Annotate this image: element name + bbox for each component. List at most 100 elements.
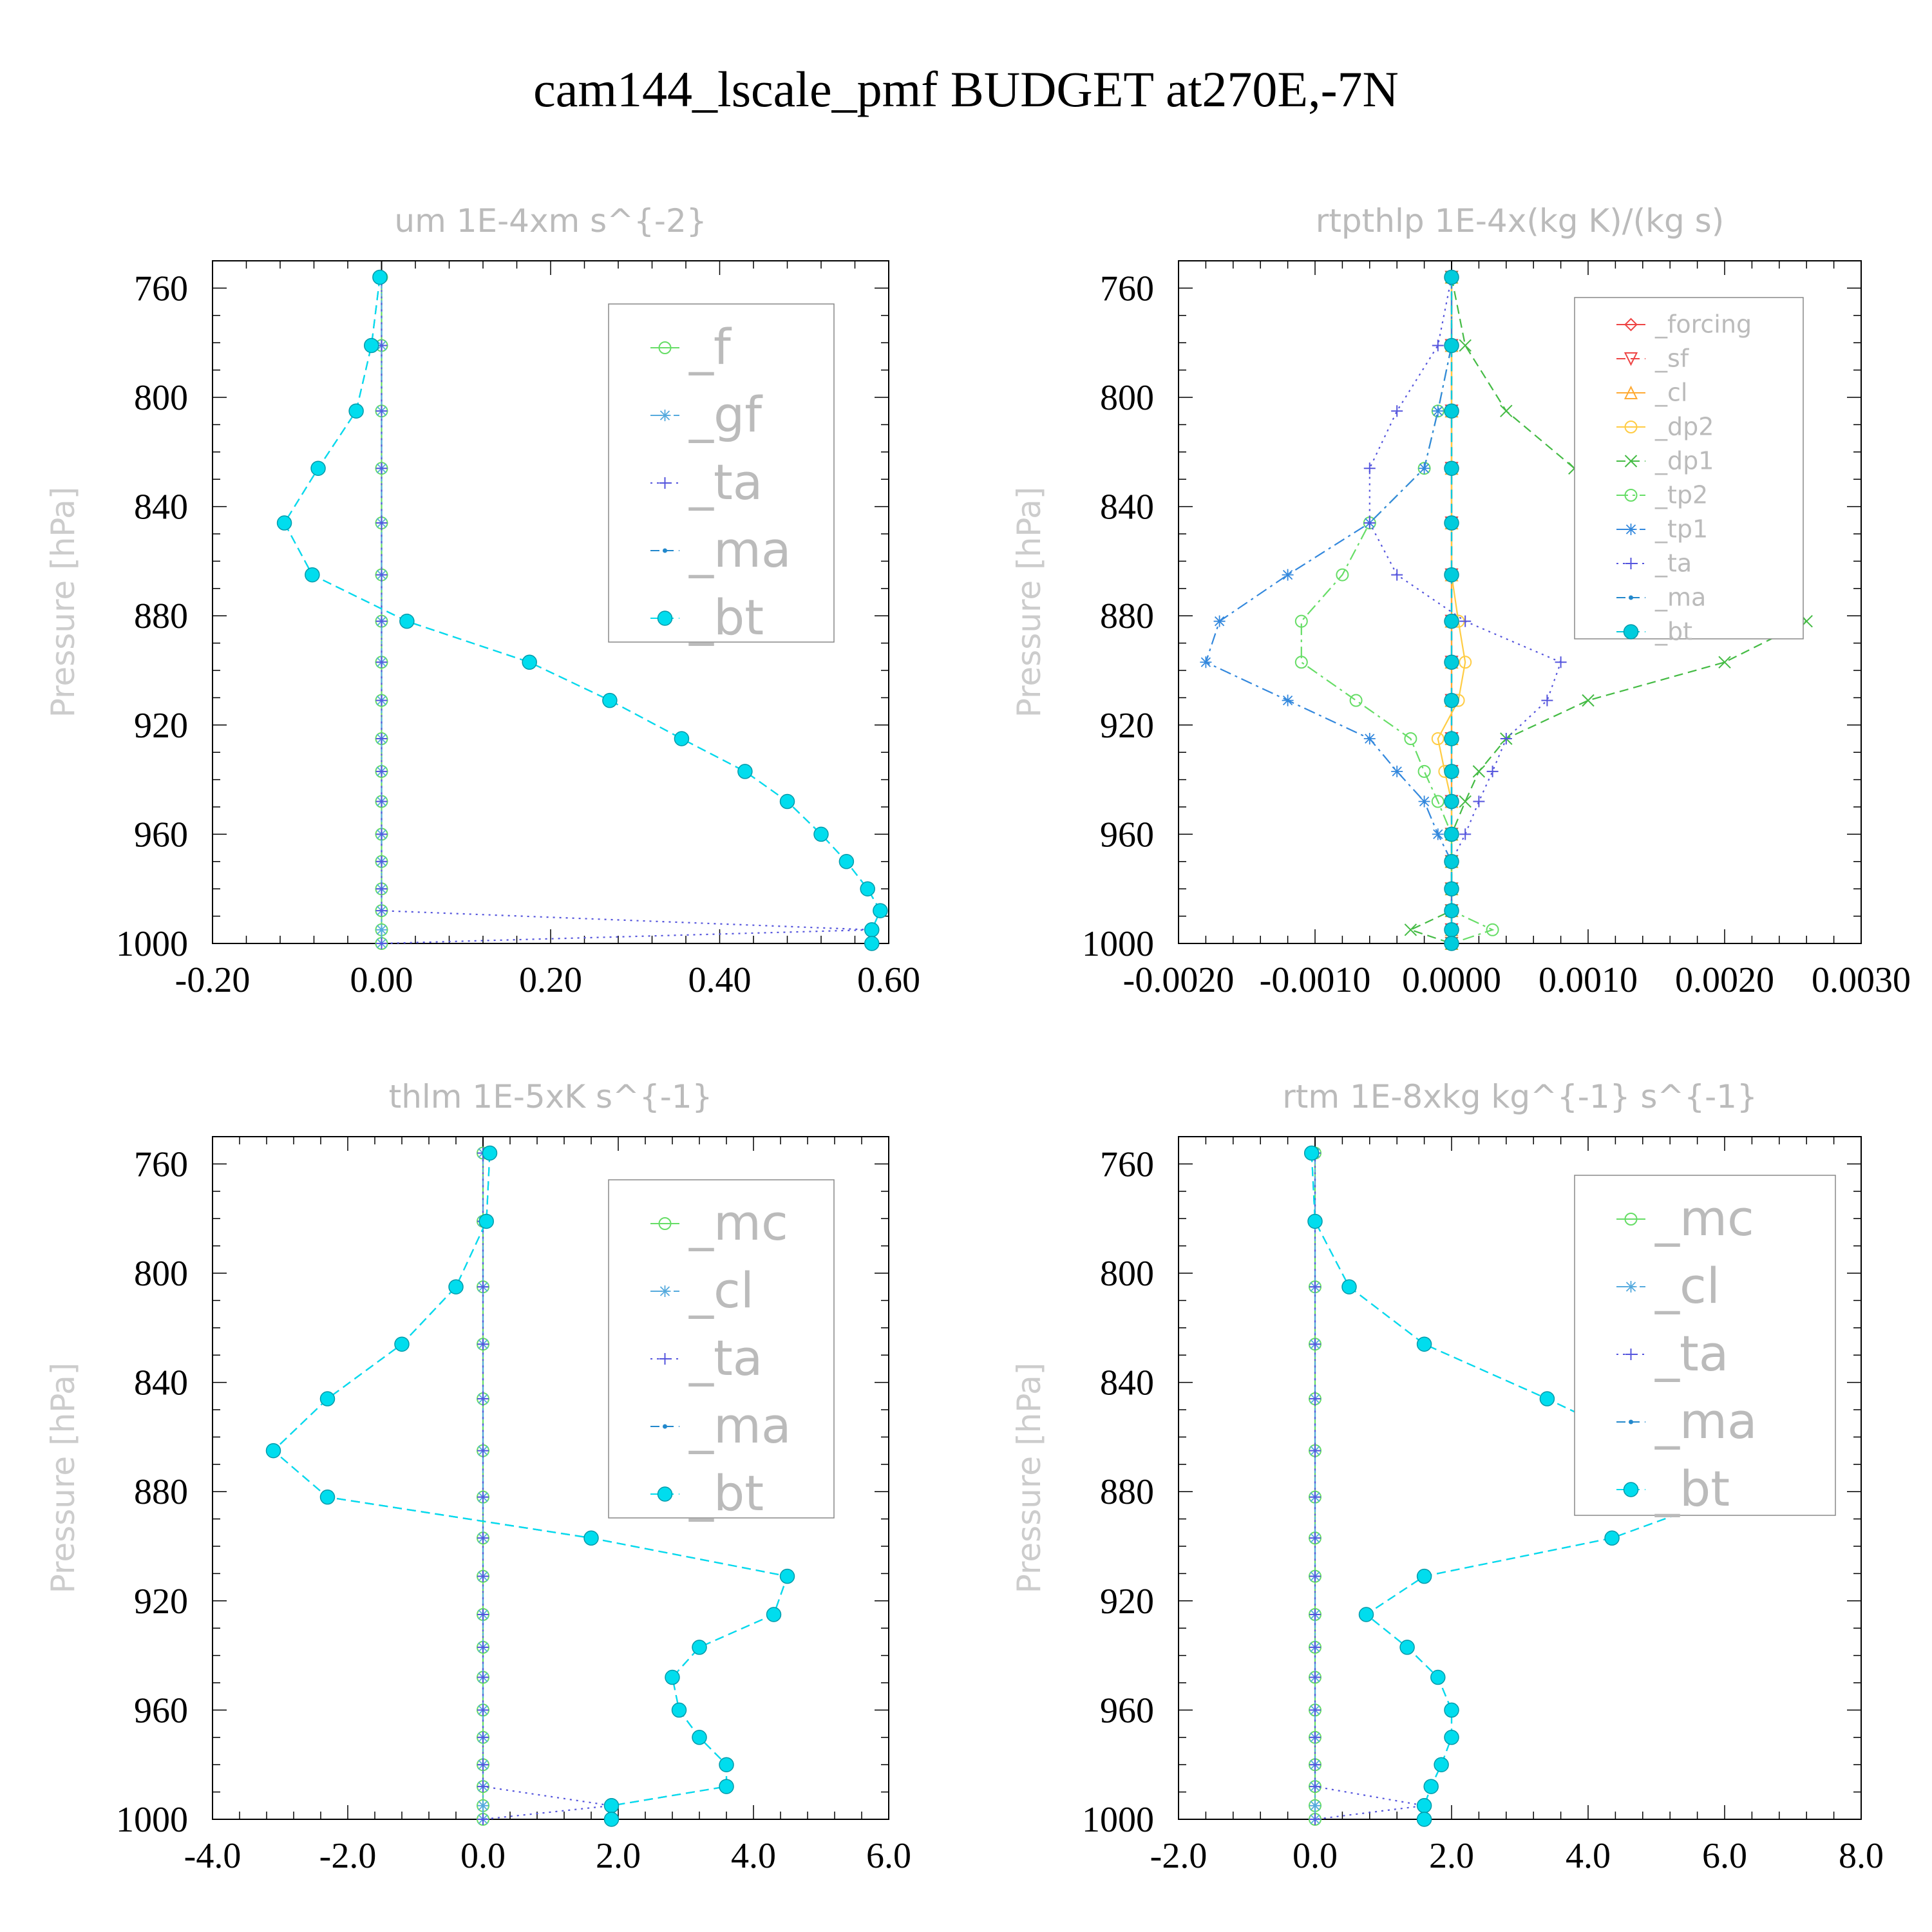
legend-label: _bt — [688, 589, 764, 646]
legend-label: _ma — [688, 1397, 791, 1454]
legend-marker — [663, 1424, 667, 1429]
y-tick-label: 960 — [134, 1690, 188, 1730]
data-point — [1459, 656, 1472, 669]
panel-title: rtm 1E-8xkg kg^{-1} s^{-1} — [1282, 1078, 1757, 1115]
data-point — [860, 881, 875, 896]
data-point — [1539, 1391, 1555, 1406]
data-point — [477, 1814, 489, 1825]
data-point — [310, 460, 326, 476]
data-point — [1444, 460, 1459, 476]
y-tick-label: 840 — [134, 488, 188, 527]
legend-marker — [1624, 317, 1638, 332]
legend-label: _sf — [1654, 345, 1690, 373]
legend-label: _ma — [1654, 583, 1706, 612]
panel-title: rtpthlp 1E-4x(kg K)/(kg s) — [1316, 202, 1724, 240]
legend-marker — [1624, 421, 1638, 433]
legend-marker — [658, 341, 672, 354]
x-tick-label: 0.0 — [1293, 1836, 1338, 1876]
data-point — [375, 795, 388, 808]
figure-title: cam144_lscale_pmf BUDGET at270E,-7N — [533, 61, 1399, 117]
legend-label: _bt — [1654, 1460, 1730, 1517]
legend-label: _tp2 — [1654, 481, 1708, 509]
data-point — [1444, 854, 1459, 869]
data-point — [1541, 694, 1553, 706]
legend-label: _f — [688, 318, 732, 375]
y-tick-label: 760 — [134, 1144, 188, 1184]
y-tick-label: 960 — [134, 815, 188, 855]
series-bt — [265, 1145, 795, 1827]
y-tick-label: 1000 — [116, 1800, 188, 1840]
data-point — [399, 613, 415, 629]
data-point — [477, 1759, 489, 1771]
data-point — [1363, 462, 1376, 475]
legend-box — [1574, 1175, 1836, 1516]
data-point — [692, 1730, 707, 1745]
data-point — [583, 1530, 599, 1546]
data-point — [1282, 569, 1294, 581]
data-point — [1500, 404, 1513, 417]
legend-box — [1574, 297, 1804, 639]
data-point — [1444, 567, 1459, 583]
legend-marker — [1629, 1419, 1633, 1425]
x-tick-label: 6.0 — [1702, 1836, 1747, 1876]
data-point — [375, 855, 388, 867]
legend-marker — [659, 1285, 671, 1297]
legend-label: _mc — [688, 1194, 788, 1251]
y-tick-label: 800 — [134, 1254, 188, 1294]
data-point — [1200, 656, 1212, 668]
data-point — [1431, 795, 1444, 808]
y-tick-label: 800 — [1100, 378, 1154, 418]
data-point — [1309, 1799, 1321, 1812]
data-point — [375, 517, 388, 529]
data-point — [1472, 765, 1486, 778]
y-tick-label: 1000 — [1082, 924, 1154, 964]
data-point — [477, 1570, 489, 1582]
data-point — [1718, 656, 1731, 668]
x-tick-label: 0.00 — [350, 960, 413, 1000]
y-tick-label: 760 — [134, 269, 188, 308]
x-tick-label: 0.0020 — [1675, 960, 1774, 1000]
chart-panel-2: rtpthlp 1E-4x(kg K)/(kg s) Pressure [hPa]… — [1010, 202, 1911, 1000]
data-point — [1418, 795, 1430, 808]
legend: _mc _cl _ta _ma _bt — [608, 1179, 835, 1522]
data-point — [1432, 828, 1444, 840]
legend-marker — [1623, 624, 1639, 639]
data-point — [265, 1443, 281, 1459]
data-point — [1309, 1704, 1321, 1716]
data-point — [864, 936, 880, 951]
legend-label: _gf — [688, 386, 763, 443]
y-tick-label: 960 — [1100, 1690, 1154, 1730]
data-point — [1444, 903, 1459, 918]
legend-label: _ta — [1654, 549, 1692, 578]
data-point — [375, 694, 388, 706]
data-point — [1309, 1609, 1321, 1620]
legend-label: _bt — [688, 1464, 764, 1522]
y-axis-label: Pressure [hPa] — [44, 1363, 82, 1594]
data-point — [1309, 1759, 1321, 1771]
x-tick-label: 0.0000 — [1402, 960, 1501, 1000]
legend-marker — [1625, 1281, 1637, 1293]
data-point — [1423, 1779, 1439, 1794]
chart-panel-1: um 1E-4xm s^{-2} Pressure [hPa] 760 800 840 8… — [44, 202, 920, 1000]
legend-marker — [1624, 1213, 1638, 1226]
series-line — [1368, 277, 1562, 943]
series-bt — [1444, 269, 1459, 951]
data-point — [319, 1489, 336, 1505]
data-point — [375, 569, 388, 581]
series-line — [482, 1153, 612, 1821]
data-point — [719, 1779, 734, 1794]
data-point — [1309, 1491, 1321, 1503]
legend-label: _forcing — [1654, 310, 1752, 339]
legend-marker — [663, 548, 667, 553]
x-tick-label: -4.0 — [184, 1836, 242, 1876]
data-point — [1416, 1568, 1432, 1584]
data-point — [477, 1609, 489, 1620]
data-point — [1432, 339, 1444, 352]
legend-marker — [657, 1486, 673, 1502]
x-tick-label: 6.0 — [866, 1836, 911, 1876]
data-point — [1309, 1281, 1321, 1293]
data-point — [1486, 765, 1499, 777]
data-point — [1486, 923, 1499, 936]
y-axis-label: Pressure [hPa] — [1010, 487, 1048, 718]
